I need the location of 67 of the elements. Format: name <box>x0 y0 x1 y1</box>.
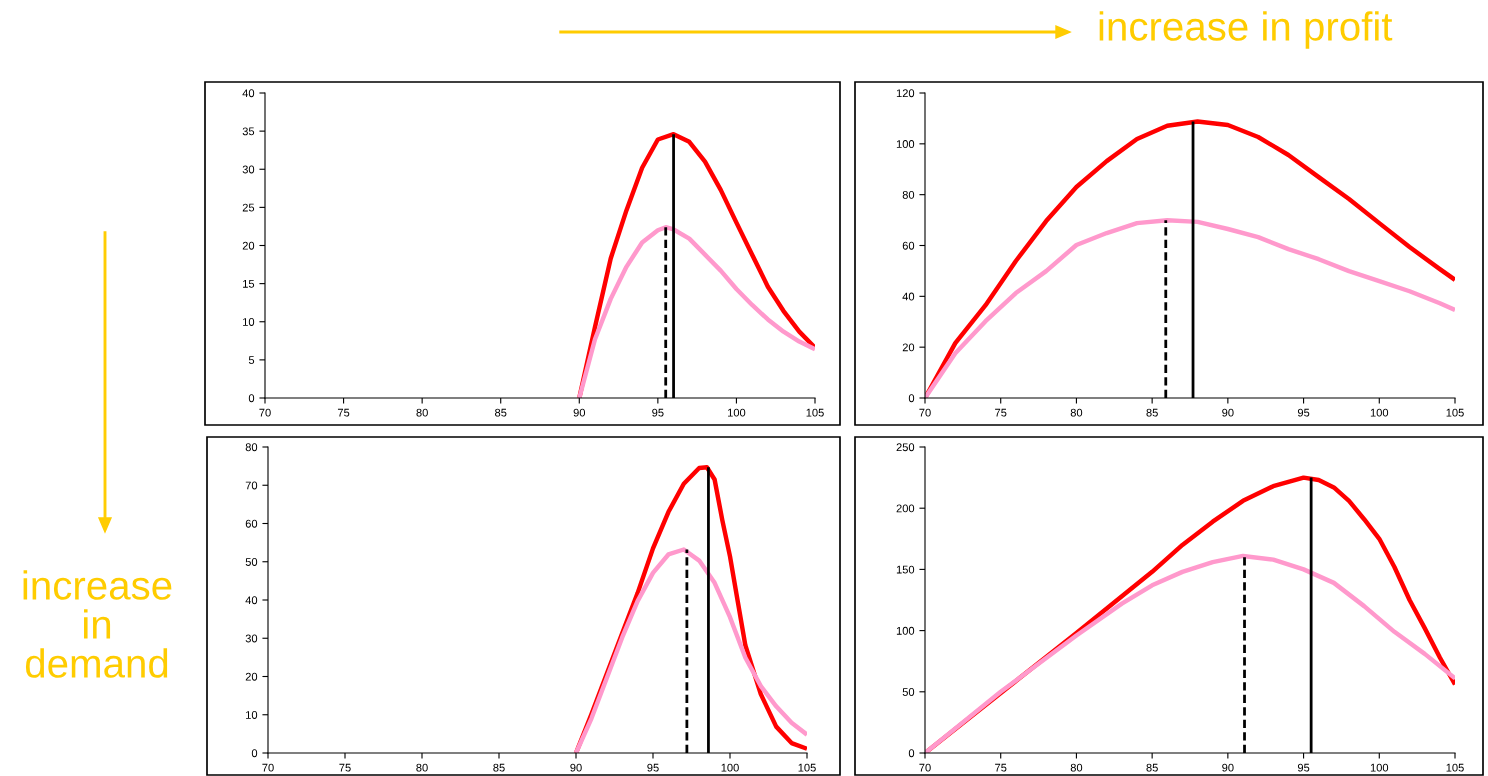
x-tick-label: 70 <box>262 763 274 772</box>
x-tick-label: 85 <box>493 763 505 772</box>
text: increase in profit <box>1099 11 1393 49</box>
y-tick-label: 80 <box>902 190 915 199</box>
y-tick-label: 40 <box>902 292 915 301</box>
x-tick-label: 105 <box>798 763 816 772</box>
y-tick-label: 25 <box>242 203 255 212</box>
y-tick-label: 35 <box>242 127 255 136</box>
y-tick-label: 40 <box>245 596 258 605</box>
x-tick-label: 75 <box>995 763 1007 772</box>
x-tick-label: 90 <box>570 763 582 772</box>
y-tick-label: 40 <box>242 89 255 98</box>
y-tick-label: 250 <box>896 443 915 452</box>
x-tick-label: 85 <box>1146 763 1158 772</box>
y-tick-label: 120 <box>896 89 915 98</box>
line-series <box>573 547 807 753</box>
x-tick-label: 80 <box>416 763 428 772</box>
y-tick-label: 10 <box>243 318 255 326</box>
y-tick-label: 10 <box>246 711 258 719</box>
x-tick-label: 95 <box>1297 763 1310 772</box>
y-tick-label: 30 <box>242 165 255 174</box>
x-tick-label: 95 <box>1297 408 1310 417</box>
y-tick-label: 20 <box>902 343 915 352</box>
x-tick-label: 70 <box>919 763 931 772</box>
y-tick-label: 80 <box>245 443 258 452</box>
x-tick-label: 75 <box>995 408 1007 417</box>
x-tick-label: 100 <box>728 408 746 417</box>
x-tick-label: 85 <box>495 408 507 417</box>
y-tick-label: 50 <box>245 558 258 566</box>
x-tick-label: 105 <box>1446 408 1464 417</box>
y-tick-label: 0 <box>251 749 258 758</box>
x-tick-label: 90 <box>1222 408 1234 417</box>
y-tick-label: 0 <box>248 394 255 403</box>
y-tick-label: 60 <box>902 241 915 250</box>
x-tick-label: 95 <box>647 763 659 772</box>
x-tick-label: 100 <box>721 763 739 772</box>
y-tick-label: 150 <box>896 565 915 574</box>
y-tick-label: 15 <box>243 280 255 288</box>
y-tick-label: 50 <box>902 688 915 696</box>
x-tick-label: 100 <box>1370 763 1389 772</box>
x-tick-label: 70 <box>259 408 271 417</box>
x-tick-label: 90 <box>1222 763 1234 772</box>
y-tick-label: 20 <box>245 672 258 681</box>
x-tick-label: 75 <box>337 408 350 417</box>
y-tick-label: 200 <box>896 504 915 513</box>
y-tick-label: 30 <box>245 634 258 643</box>
y-tick-label: 0 <box>908 749 915 758</box>
x-tick-label: 100 <box>1370 408 1389 417</box>
x-tick-label: 105 <box>1446 763 1464 772</box>
x-tick-label: 105 <box>806 408 824 417</box>
x-tick-label: 85 <box>1146 408 1158 417</box>
y-tick-label: 100 <box>896 140 915 148</box>
x-tick-label: 90 <box>573 408 586 417</box>
y-tick-label: 70 <box>245 481 258 490</box>
y-tick-label: 100 <box>896 626 915 635</box>
x-tick-label: 75 <box>339 763 351 772</box>
y-tick-label: 5 <box>248 356 255 365</box>
x-tick-label: 80 <box>1070 763 1083 772</box>
x-tick-label: 80 <box>416 408 428 417</box>
text: increase in demand <box>23 570 172 678</box>
line-series <box>577 224 815 398</box>
y-tick-label: 20 <box>242 241 255 250</box>
y-tick-label: 0 <box>908 394 915 403</box>
x-tick-label: 95 <box>652 408 664 417</box>
y-tick-label: 60 <box>245 519 258 528</box>
x-tick-label: 80 <box>1070 408 1083 417</box>
x-tick-label: 70 <box>919 408 931 417</box>
